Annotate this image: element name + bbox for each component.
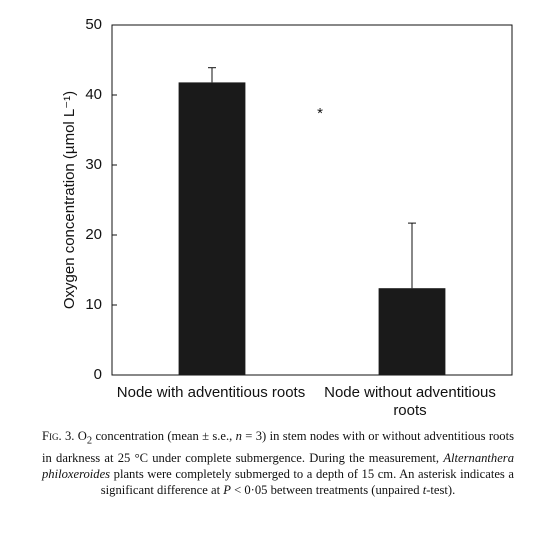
caption-part: -test). [426,482,456,497]
bar [378,288,446,375]
caption-part: Alternanthera philoxeroides [42,450,514,481]
caption-part: plants were completely submerged to a de… [100,466,514,497]
caption-part: = 3) in stem nodes with or without adven… [42,429,515,465]
caption-part: 2 [86,435,93,447]
annotation: * [317,105,323,122]
y-tick-label: 0 [94,366,102,383]
y-tick-label: 20 [85,226,102,243]
y-tick-label: 50 [85,16,102,33]
y-tick-label: 10 [85,296,102,313]
plot-frame [111,24,513,376]
x-tick-label: Node without adventitious roots [324,384,496,419]
error-bar [208,67,216,83]
caption-part: Fig. 3. [42,429,75,443]
caption-part: concentration (mean ± s.e., [92,429,236,443]
caption-part: < 0·05 between treatments (unpaired [230,482,423,497]
y-tick-label: 40 [85,86,102,103]
x-tick-label: Node with adventitious roots [116,384,306,401]
caption-part: P [223,482,231,497]
caption-part: n [235,429,242,443]
caption: Fig. 3. O2 concentration (mean ± s.e., n… [42,428,514,498]
caption-part: O [74,429,87,443]
bar [178,82,246,376]
error-bar [408,222,416,289]
y-tick-label: 30 [85,156,102,173]
caption-part: t [422,482,427,497]
chart: Oxygen concentration (µmol L⁻¹) * 0 10 20 3… [61,16,513,383]
y-axis-label: Oxygen concentration (µmol L⁻¹) [61,91,78,309]
